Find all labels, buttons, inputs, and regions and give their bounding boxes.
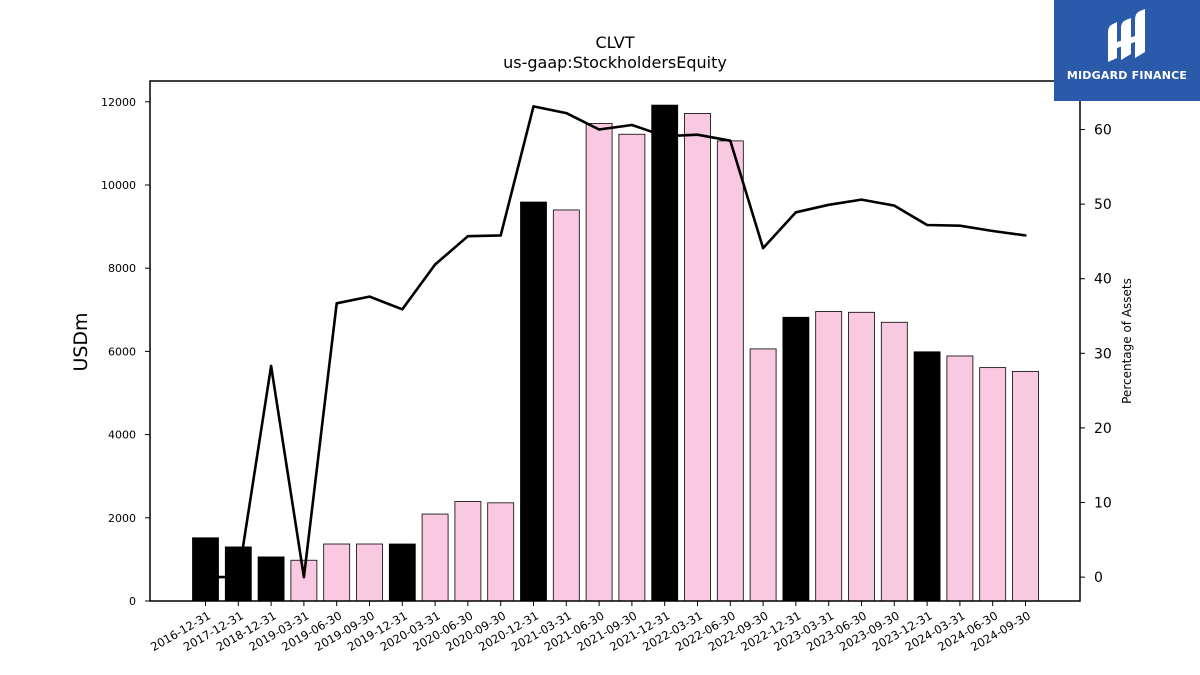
bar-2020-06-30 xyxy=(454,501,482,602)
y2-tick-label: 10 xyxy=(1094,496,1112,512)
y2-tick-label: 20 xyxy=(1094,421,1112,437)
left-axis: 0 2000 4000 6000 8000 10000 12000 xyxy=(101,96,150,608)
bar-2022-12-31 xyxy=(782,316,810,602)
line-point-2019-12-31 xyxy=(401,308,404,311)
line-layer xyxy=(204,105,1027,579)
line-point-2020-03-31 xyxy=(433,263,437,266)
line-point-2016-12-31 xyxy=(204,575,207,579)
line-point-2023-03-31 xyxy=(827,203,830,207)
line-point-2022-09-30 xyxy=(761,246,765,250)
y2-tick-label: 50 xyxy=(1094,197,1112,213)
line-point-2024-09-30 xyxy=(1024,234,1027,237)
bar-2023-09-30 xyxy=(880,321,908,602)
line-point-2021-09-30 xyxy=(630,123,634,127)
y-tick-label: 8000 xyxy=(108,262,136,275)
line-point-2024-06-30 xyxy=(991,229,994,233)
line-point-2023-09-30 xyxy=(893,204,896,207)
chart-subtitle: us-gaap:StockholdersEquity xyxy=(503,53,727,72)
bar-2020-12-31 xyxy=(520,201,547,602)
right-axis: 0 10 20 30 40 50 60 xyxy=(1080,122,1112,586)
bar-2024-06-30 xyxy=(979,367,1007,602)
line-point-2019-06-30 xyxy=(335,302,338,305)
bar-2021-03-31 xyxy=(552,209,580,602)
bar-2024-03-31 xyxy=(946,355,974,602)
bar-2022-03-31 xyxy=(684,113,711,602)
line-point-2019-03-31 xyxy=(302,575,306,579)
y-tick-label: 0 xyxy=(129,595,136,608)
y2-tick-label: 40 xyxy=(1094,272,1112,288)
y-tick-label: 10000 xyxy=(101,179,136,192)
y-axis-label: USDm xyxy=(70,312,92,371)
line-point-2024-03-31 xyxy=(958,224,962,227)
bar-2023-12-31 xyxy=(913,351,941,602)
line-point-2022-06-30 xyxy=(729,139,732,142)
line-point-2020-12-31 xyxy=(532,105,535,108)
x-axis: 2016-12-312017-12-312018-12-312019-03-31… xyxy=(148,601,1033,654)
midgard-finance-logo: MIDGARD FINANCE xyxy=(1054,0,1200,101)
line-point-2020-09-30 xyxy=(499,234,502,237)
y2-axis-label: Percentage of Assets xyxy=(1120,278,1134,404)
bar-2023-03-31 xyxy=(815,311,843,602)
bar-2019-06-30 xyxy=(323,543,351,602)
bar-2021-12-31 xyxy=(651,104,679,602)
bar-2022-06-30 xyxy=(716,140,744,602)
bar-2018-12-31 xyxy=(257,556,285,602)
chart-title: CLVT xyxy=(595,33,634,52)
bar-2019-09-30 xyxy=(356,543,383,602)
bar-2021-06-30 xyxy=(585,123,613,602)
line-point-2022-03-31 xyxy=(696,133,699,136)
bar-2020-03-31 xyxy=(421,513,449,602)
line-point-2017-12-31 xyxy=(237,575,240,579)
line-point-2019-09-30 xyxy=(368,295,371,298)
y-tick-label: 4000 xyxy=(108,429,136,442)
bar-2016-12-31 xyxy=(192,537,219,602)
percentage-of-assets-line xyxy=(205,105,1026,579)
y-tick-label: 2000 xyxy=(108,512,136,525)
bar-2022-09-30 xyxy=(749,348,777,602)
bar-2024-09-30 xyxy=(1012,370,1039,602)
y2-tick-label: 0 xyxy=(1094,570,1103,586)
line-point-2021-12-31 xyxy=(663,135,666,138)
plot-frame xyxy=(149,80,1081,602)
line-point-2022-12-31 xyxy=(794,211,798,214)
bar-2023-06-30 xyxy=(848,311,875,602)
line-point-2018-12-31 xyxy=(269,364,273,368)
line-point-2023-12-31 xyxy=(925,223,929,227)
bar-2020-09-30 xyxy=(487,502,515,602)
line-point-2020-06-30 xyxy=(466,234,470,238)
y2-tick-label: 60 xyxy=(1094,122,1112,138)
line-point-2023-06-30 xyxy=(860,198,863,201)
midgard-logo-icon xyxy=(1108,9,1145,62)
bar-2019-12-31 xyxy=(388,543,416,602)
bars-group xyxy=(192,104,1039,602)
logo-text: MIDGARD FINANCE xyxy=(1066,69,1188,82)
y-tick-label: 6000 xyxy=(108,345,136,358)
line-point-2021-06-30 xyxy=(597,128,601,131)
y2-tick-label: 30 xyxy=(1094,346,1112,362)
bar-2021-09-30 xyxy=(618,133,646,602)
y-tick-label: 12000 xyxy=(101,96,136,109)
line-point-2021-03-31 xyxy=(565,111,568,115)
